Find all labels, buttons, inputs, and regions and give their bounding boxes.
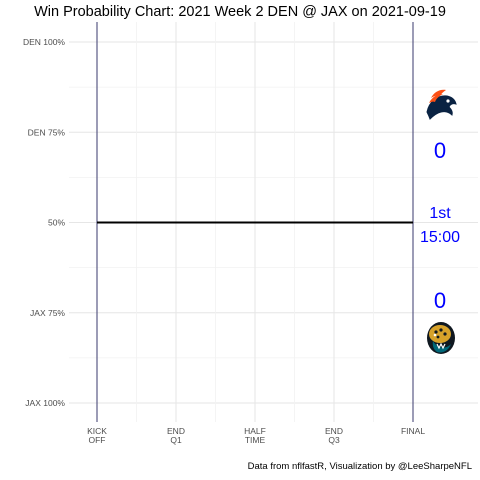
x-tick-label: Q1 [170,435,182,445]
x-tick-label: OFF [89,435,106,445]
x-tick-label: TIME [245,435,266,445]
broncos-logo-icon [426,89,457,120]
y-tick-label: JAX 100% [25,398,65,408]
y-tick-label: JAX 75% [30,308,65,318]
label-layer: DEN 100% DEN 75% 50% JAX 75% JAX 100% KICKOFF… [23,37,460,445]
chart-title: Win Probability Chart: 2021 Week 2 DEN @… [34,4,446,20]
x-tick-label: END [325,426,343,436]
x-tick-label: HALF [244,426,266,436]
jaguars-logo-icon [427,322,455,354]
game-quarter: 1st [429,205,451,222]
away-score: 0 [434,138,446,163]
x-tick-label: END [167,426,185,436]
chart-caption: Data from nflfastR, Visualization by @Le… [247,461,472,472]
y-tick-label: 50% [48,218,65,228]
y-tick-label: DEN 100% [23,37,65,47]
x-tick-label: KICK [87,426,107,436]
home-score: 0 [434,288,446,313]
x-tick-label: FINAL [401,426,425,436]
y-tick-label: DEN 75% [28,127,66,137]
game-clock: 15:00 [420,229,460,246]
x-tick-label: Q3 [328,435,340,445]
